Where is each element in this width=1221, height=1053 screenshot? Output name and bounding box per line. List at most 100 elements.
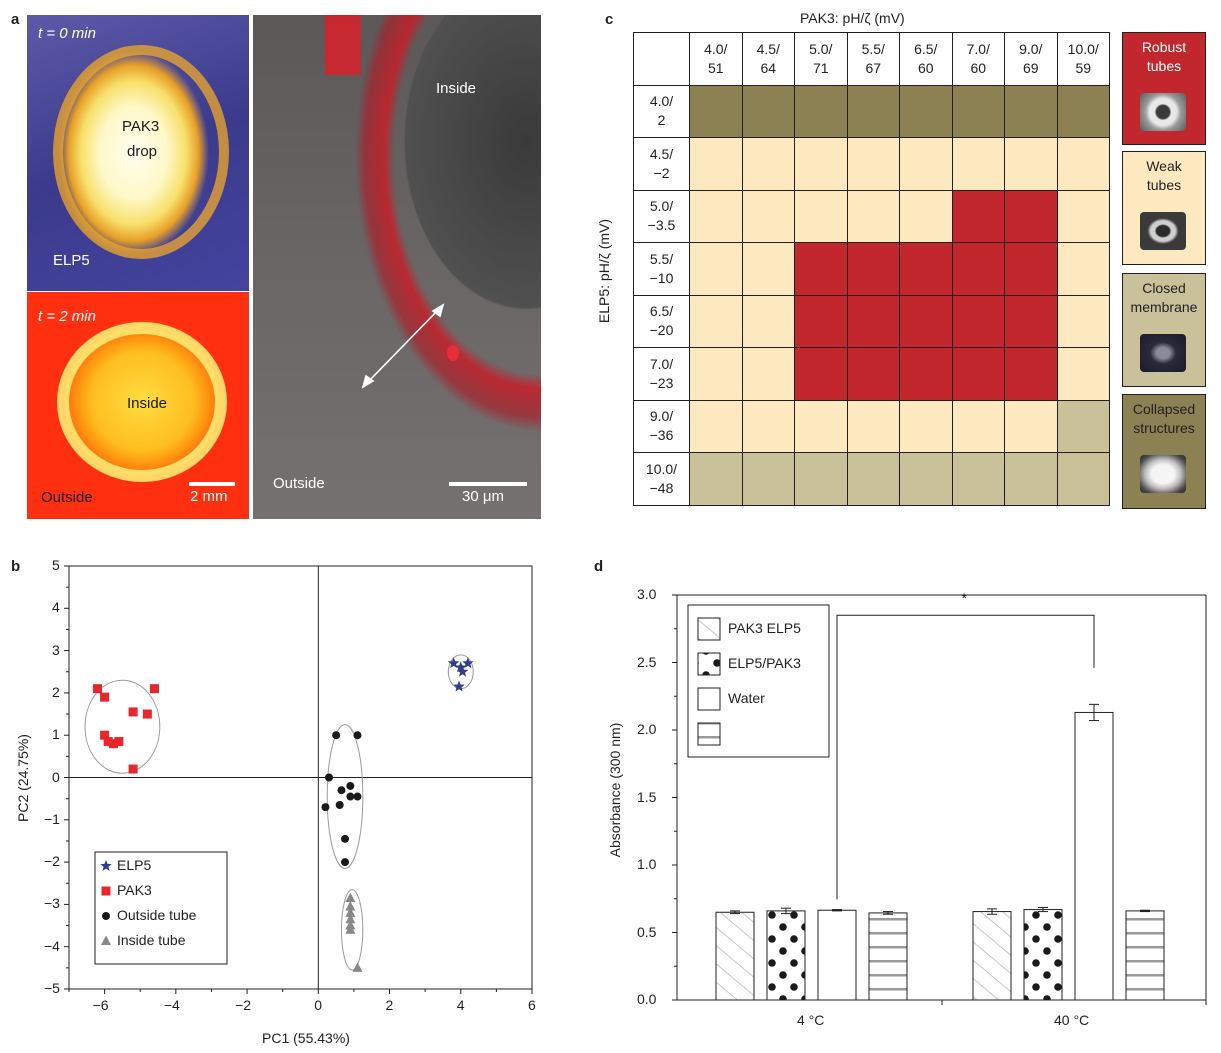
grid-cell (846, 347, 900, 401)
legend-swatch (697, 722, 721, 746)
grid-column-header-line: 6.5/ (914, 40, 938, 57)
grid-cell (846, 137, 900, 191)
grid-cell (741, 294, 795, 348)
inside-tube-point (345, 924, 356, 934)
y-tick-label: 2 (52, 683, 60, 700)
pak3-point (142, 709, 152, 719)
grid-cell (1056, 294, 1110, 348)
grid-cell (846, 294, 900, 348)
grid-cell (689, 294, 743, 348)
grid-cell (741, 399, 795, 453)
bar (766, 910, 806, 1001)
grid-column-header-line: 60 (970, 59, 987, 76)
grid-cell (899, 137, 953, 191)
grid-row-header: 10.0/ −48 (633, 452, 690, 506)
grid-cell (794, 189, 848, 243)
bar (817, 909, 857, 1001)
elp5-point (455, 661, 467, 673)
legend-thumbnail (1140, 455, 1186, 493)
outside-tube-point (324, 773, 333, 782)
grid-cell (1004, 242, 1058, 296)
grid-cell (951, 189, 1005, 243)
legend-closed: Closed membrane (1122, 273, 1206, 387)
grid-row-header-line: −36 (649, 427, 674, 444)
panel-letter-d: d (594, 558, 604, 575)
grid-cell (899, 399, 953, 453)
grid-cell (1004, 452, 1058, 506)
grid-cell (899, 294, 953, 348)
grid-corner-cell (633, 32, 690, 86)
grid-cell (846, 189, 900, 243)
grid-column-header: 6.5/60 (899, 32, 953, 86)
legend-robust: Robust tubes (1122, 32, 1206, 145)
grid-row-header-line: −3.5 (647, 217, 676, 234)
y-tick-label: 1.5 (637, 788, 657, 805)
outside-tube-point (346, 792, 355, 801)
grid-row-header-line: 10.0/ (645, 460, 678, 477)
grid-cell (951, 399, 1005, 453)
legend-swatch (697, 617, 721, 641)
grid-cell (1004, 137, 1058, 191)
grid-cell (899, 452, 953, 506)
elp5-point (456, 665, 469, 677)
bar (1074, 711, 1114, 1001)
grid-row-header-line: −20 (649, 322, 674, 339)
grid-cell (689, 189, 743, 243)
elp5-point (447, 657, 460, 669)
scatter-legend-label: Inside tube (117, 932, 186, 948)
grid-row-header: 4.5/ −2 (633, 137, 690, 191)
grid-cell (951, 84, 1005, 138)
grid-row-header: 5.0/ −3.5 (633, 189, 690, 243)
microscopy-overlay (325, 15, 459, 389)
grid-column-header: 9.0/69 (1004, 32, 1058, 86)
y-tick-label: −2 (44, 853, 60, 870)
legend-label: Robust (1141, 39, 1187, 55)
panel-c-title: PAK3: pH/ζ (mV) (800, 10, 905, 26)
y-tick-label: 4 (52, 599, 60, 616)
elp5-point (462, 657, 474, 669)
outside-tube-point (341, 858, 350, 867)
pak3-point (128, 707, 138, 717)
grid-row-header: 7.0/ −23 (633, 347, 690, 401)
y-axis-title: Absorbance (300 nm) (607, 722, 623, 858)
grid-row-header: 4.0/2 (633, 84, 690, 138)
bar (715, 911, 755, 1001)
legend-marker (100, 860, 112, 871)
legend-label: membrane (1130, 299, 1198, 315)
grid-row-header-line: −10 (649, 269, 674, 286)
x-category-label: 4 °C (797, 1012, 825, 1028)
outside-tube-point (346, 781, 355, 790)
y-tick-label: 0 (52, 768, 60, 785)
grid-cell (794, 294, 848, 348)
y-tick-label: 2.0 (637, 721, 657, 737)
grid-cell (689, 452, 743, 506)
grid-cell (1056, 399, 1110, 453)
scale-label-30um: 30 μm (462, 488, 504, 505)
grid-row-header-line: −2 (653, 164, 670, 181)
grid-cell (1056, 189, 1110, 243)
grid-column-header-line: 4.0/ (704, 40, 728, 57)
scatter-legend-frame (94, 851, 228, 965)
bar-legend-label: Water (728, 690, 765, 706)
scale-bar-30um (449, 482, 527, 486)
panel-letter-a: a (11, 11, 20, 28)
pca-scatter-chart (64, 565, 533, 994)
outside-tube-point (353, 792, 362, 801)
legend-thumbnail (1140, 334, 1186, 372)
grid-cell (899, 84, 953, 138)
legend-swatch (697, 687, 721, 711)
grid-column-header-line: 5.0/ (809, 40, 833, 57)
inside-tube-point (345, 901, 356, 911)
legend-label: tubes (1146, 58, 1182, 74)
bar-legend-label: PAK3 ELP5 (728, 620, 801, 636)
inside-tube-ellipse (340, 889, 364, 971)
x-category-label: 40 °C (1054, 1012, 1090, 1028)
legend-swatch (697, 652, 721, 676)
grid-cell (689, 137, 743, 191)
inside-tube-point (352, 962, 363, 972)
grid-row-header-line: 5.5/ (649, 250, 674, 267)
photo-tube-t2: t = 2 min Inside Outside 2 mm (27, 292, 249, 519)
grid-cell (846, 242, 900, 296)
y-tick-label: 5 (52, 557, 60, 573)
panel-letter-b: b (11, 558, 21, 575)
